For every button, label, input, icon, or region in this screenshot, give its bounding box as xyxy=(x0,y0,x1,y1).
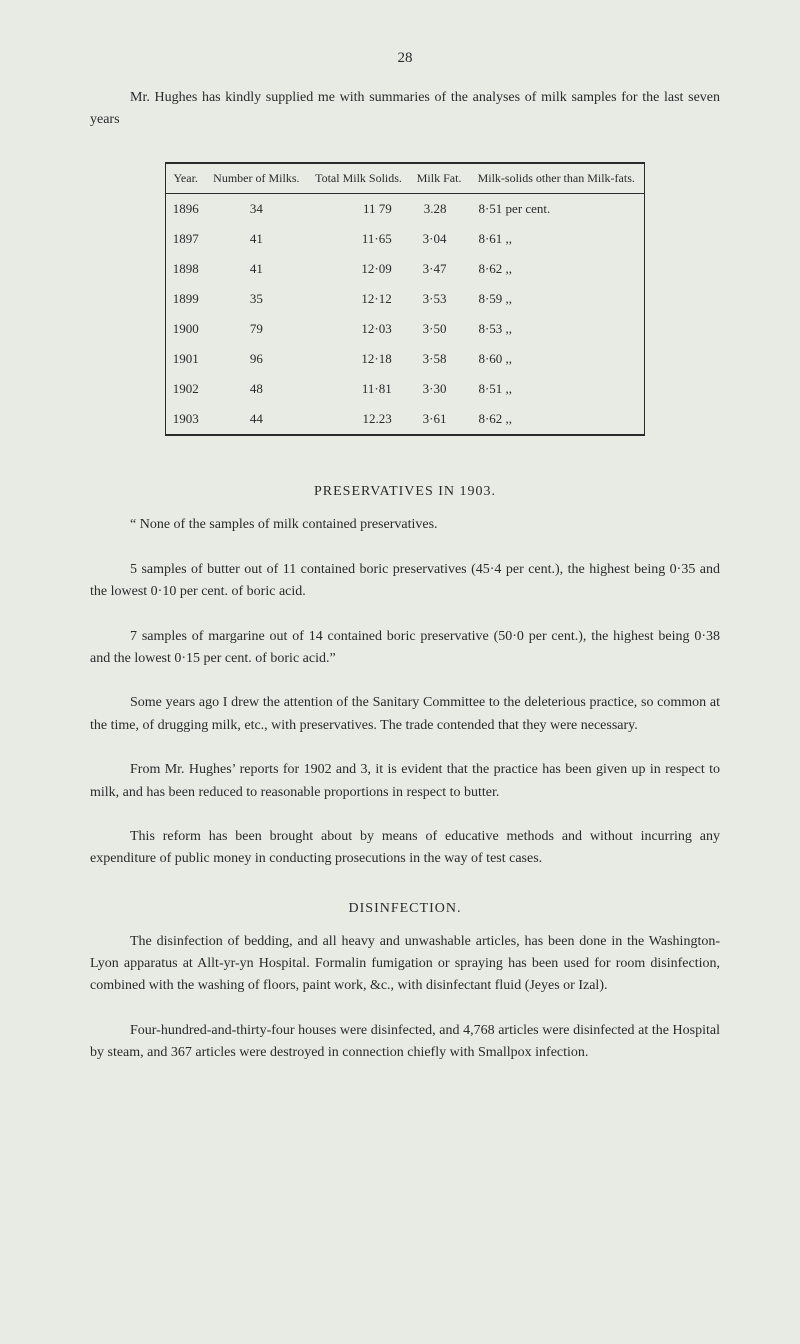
cell-year: 1902 xyxy=(166,374,206,404)
cell-milks: 41 xyxy=(205,224,307,254)
table-row: 19024811·813·308·51 ,, xyxy=(166,374,645,404)
cell-milks: 48 xyxy=(205,374,307,404)
paragraph-margarine: 7 samples of margarine out of 14 contain… xyxy=(90,626,720,671)
section-title-preservatives: PRESERVATIVES IN 1903. xyxy=(90,484,720,500)
paragraph-committee: Some years ago I drew the attention of t… xyxy=(90,692,720,737)
cell-fat: 3·30 xyxy=(410,374,469,404)
table-row: 19034412.233·618·62 ,, xyxy=(166,404,645,435)
cell-other: 8·51 ,, xyxy=(468,374,644,404)
paragraph-disinfection: The disinfection of bedding, and all hea… xyxy=(90,931,720,998)
col-year: Year. xyxy=(166,163,206,194)
cell-milks: 44 xyxy=(205,404,307,435)
paragraph-houses: Four-hundred-and-thirty-four houses were… xyxy=(90,1020,720,1065)
table-header-row: Year. Number of Milks. Total Milk Solids… xyxy=(166,163,645,194)
table-body: 18963411 793.288·51 per cent.18974111·65… xyxy=(166,194,645,436)
cell-fat: 3·61 xyxy=(410,404,469,435)
cell-other: 8·62 ,, xyxy=(468,404,644,435)
paragraph-reform: This reform has been brought about by me… xyxy=(90,826,720,871)
cell-fat: 3·58 xyxy=(410,344,469,374)
cell-fat: 3.28 xyxy=(410,194,469,225)
document-page: 28 Mr. Hughes has kindly supplied me wit… xyxy=(0,0,800,1344)
section-title-disinfection: DISINFECTION. xyxy=(90,901,720,917)
cell-other: 8·53 ,, xyxy=(468,314,644,344)
cell-year: 1900 xyxy=(166,314,206,344)
cell-other: 8·51 per cent. xyxy=(468,194,644,225)
cell-solids: 12·12 xyxy=(307,284,409,314)
cell-other: 8·60 ,, xyxy=(468,344,644,374)
cell-year: 1898 xyxy=(166,254,206,284)
milk-analysis-table: Year. Number of Milks. Total Milk Solids… xyxy=(165,162,645,437)
cell-solids: 12.23 xyxy=(307,404,409,435)
cell-year: 1901 xyxy=(166,344,206,374)
cell-solids: 12·03 xyxy=(307,314,409,344)
cell-year: 1897 xyxy=(166,224,206,254)
table-row: 18963411 793.288·51 per cent. xyxy=(166,194,645,225)
cell-year: 1899 xyxy=(166,284,206,314)
cell-solids: 11 79 xyxy=(307,194,409,225)
paragraph-none: “ None of the samples of milk contained … xyxy=(90,514,720,536)
cell-fat: 3·04 xyxy=(410,224,469,254)
paragraph-reports: From Mr. Hughes’ reports for 1902 and 3,… xyxy=(90,759,720,804)
cell-milks: 96 xyxy=(205,344,307,374)
paragraph-butter: 5 samples of butter out of 11 contained … xyxy=(90,559,720,604)
cell-fat: 3·53 xyxy=(410,284,469,314)
cell-milks: 41 xyxy=(205,254,307,284)
page-number: 28 xyxy=(90,50,720,67)
cell-other: 8·62 ,, xyxy=(468,254,644,284)
col-other: Milk-solids other than Milk-fats. xyxy=(468,163,644,194)
cell-fat: 3·50 xyxy=(410,314,469,344)
cell-milks: 35 xyxy=(205,284,307,314)
cell-solids: 11·81 xyxy=(307,374,409,404)
paragraph-intro: Mr. Hughes has kindly supplied me with s… xyxy=(90,87,720,132)
cell-solids: 11·65 xyxy=(307,224,409,254)
table-row: 18974111·653·048·61 ,, xyxy=(166,224,645,254)
table-row: 19007912·033·508·53 ,, xyxy=(166,314,645,344)
cell-milks: 79 xyxy=(205,314,307,344)
table-row: 18984112·093·478·62 ,, xyxy=(166,254,645,284)
table-row: 18993512·123·538·59 ,, xyxy=(166,284,645,314)
cell-solids: 12·18 xyxy=(307,344,409,374)
cell-other: 8·61 ,, xyxy=(468,224,644,254)
col-fat: Milk Fat. xyxy=(410,163,469,194)
cell-solids: 12·09 xyxy=(307,254,409,284)
cell-milks: 34 xyxy=(205,194,307,225)
cell-fat: 3·47 xyxy=(410,254,469,284)
table-row: 19019612·183·588·60 ,, xyxy=(166,344,645,374)
col-solids: Total Milk Solids. xyxy=(307,163,409,194)
milk-table-wrapper: Year. Number of Milks. Total Milk Solids… xyxy=(165,162,645,437)
col-milks: Number of Milks. xyxy=(205,163,307,194)
cell-year: 1903 xyxy=(166,404,206,435)
cell-year: 1896 xyxy=(166,194,206,225)
cell-other: 8·59 ,, xyxy=(468,284,644,314)
